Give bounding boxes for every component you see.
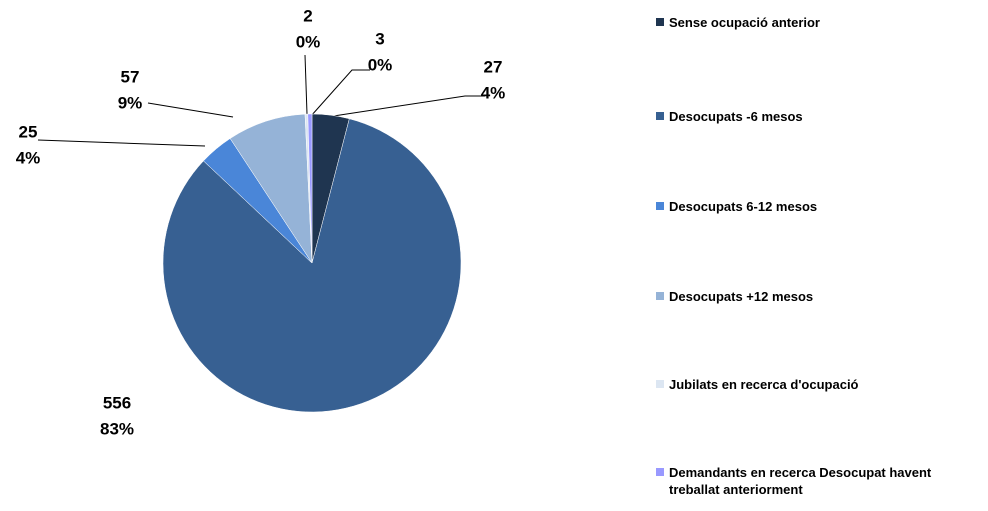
legend-label: Desocupats 6-12 mesos bbox=[669, 199, 818, 214]
legend-swatch bbox=[656, 202, 664, 210]
data-label-percent: 0% bbox=[368, 55, 393, 74]
legend-swatch bbox=[656, 18, 664, 26]
data-label-percent: 0% bbox=[296, 32, 321, 51]
leader-line bbox=[147, 102, 234, 118]
legend-item: Desocupats -6 mesos bbox=[656, 108, 976, 125]
legend-swatch bbox=[656, 292, 664, 300]
legend-label: Sense ocupació anterior bbox=[669, 15, 820, 30]
legend-item: Desocupats 6-12 mesos bbox=[656, 198, 976, 215]
legend-swatch bbox=[656, 468, 664, 476]
data-label-percent: 83% bbox=[100, 419, 134, 438]
data-label-value: 2 bbox=[303, 6, 312, 25]
slices bbox=[162, 113, 462, 413]
leader-line bbox=[37, 139, 206, 147]
legend-swatch bbox=[656, 380, 664, 388]
leader-lines bbox=[37, 54, 485, 147]
data-label-percent: 4% bbox=[16, 148, 41, 167]
leader-line bbox=[326, 95, 485, 118]
pie-slice bbox=[307, 113, 313, 264]
legend-item: Sense ocupació anterior bbox=[656, 14, 976, 31]
legend-label: Demandants en recerca Desocupat havent t… bbox=[669, 465, 932, 497]
legend-label: Jubilats en recerca d'ocupació bbox=[669, 377, 859, 392]
data-label-value: 556 bbox=[103, 393, 131, 412]
legend-item: Demandants en recerca Desocupat havent t… bbox=[656, 464, 976, 498]
legend-label: Desocupats +12 mesos bbox=[669, 289, 814, 304]
pie-slice bbox=[162, 118, 462, 413]
legend-label: Desocupats -6 mesos bbox=[669, 109, 803, 124]
data-label-value: 3 bbox=[375, 29, 384, 48]
legend-item: Jubilats en recerca d'ocupació bbox=[656, 376, 976, 393]
leader-line bbox=[310, 69, 370, 117]
legend-item: Desocupats +12 mesos bbox=[656, 288, 976, 305]
data-label-percent: 4% bbox=[481, 83, 506, 102]
data-label-value: 27 bbox=[484, 57, 503, 76]
data-label-percent: 9% bbox=[118, 93, 143, 112]
data-label-value: 25 bbox=[19, 122, 38, 141]
data-label-value: 57 bbox=[121, 67, 140, 86]
legend-swatch bbox=[656, 112, 664, 120]
leader-line bbox=[304, 54, 308, 115]
